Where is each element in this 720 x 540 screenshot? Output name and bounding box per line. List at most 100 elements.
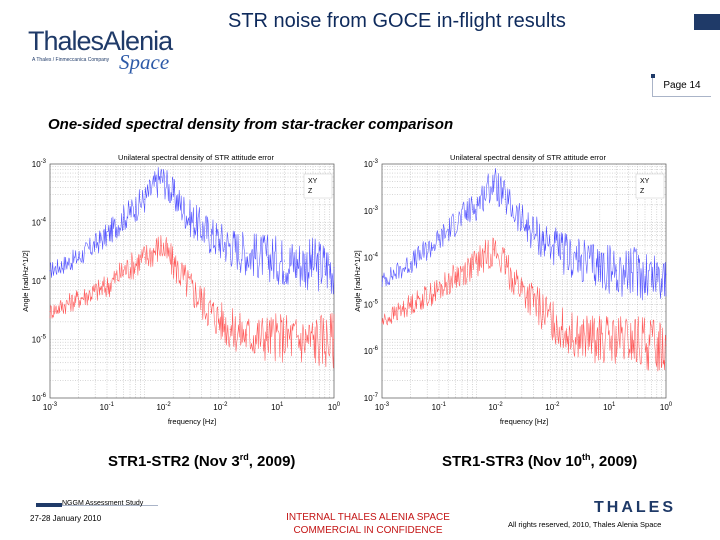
x-axis-label: frequency [Hz] [168,417,216,426]
series-z-point [438,289,440,291]
x-tick-label: 10-1 [432,402,447,412]
x-tick-label: 10-3 [43,402,58,412]
x-tick-label: 10-3 [375,402,390,412]
series-z-trace [381,237,667,372]
caption-right-end: , 2009) [590,453,638,470]
caption-left-text: STR1-STR2 (Nov 3 [108,453,240,470]
series-xy-point [381,280,383,282]
y-tick-label: 10-4 [32,276,47,286]
series-z [49,235,335,369]
y-tick-label: 10-6 [32,393,47,403]
x-tick-label: 10-2 [488,402,503,412]
x-tick-label: 101 [271,402,284,412]
series-xy-point [561,252,563,254]
series-xy [381,168,667,301]
thales-logo: THALES [594,499,676,516]
y-tick-label: 10-4 [364,253,379,263]
series-z-point [246,334,248,336]
series-z-point [636,341,639,343]
y-axis-label: Angle [rad/Hz^1/2] [353,250,362,311]
legend-box [303,173,333,199]
thales-alenia-logo: ThalesAlenia A Thales / Finmeccanica Com… [22,12,197,74]
caption-left-end: , 2009) [248,453,296,470]
confidentiality-notice: INTERNAL THALES ALENIA SPACE COMMERCIAL … [258,511,478,537]
x-tick-label: 10-2 [545,402,560,412]
x-axis-label: frequency [Hz] [500,417,548,426]
caption-left-sup: rd [239,452,249,462]
y-tick-label: 10-3 [364,206,379,216]
series-z-point [172,262,174,264]
series-xy-point [521,221,523,224]
series-z [381,237,667,372]
series-xy-point [160,176,162,178]
series-xy-point [409,262,412,264]
series-xy-point [542,239,544,241]
footer-event-name: NGGM Assessment Study [62,500,144,507]
series-z-point [324,338,326,341]
series-z-point [189,286,191,288]
chart-svg: Unilateral spectral density of STR attit… [21,153,341,426]
slide-subtitle: One-sided spectral density from star-tra… [48,116,454,133]
series-z-point [504,265,506,267]
spectral-density-chart-right: Unilateral spectral density of STR attit… [350,146,690,426]
series-z-point [542,310,544,313]
series-xy-point [636,271,639,274]
footer-divider [36,505,158,506]
series-xy-point [246,252,248,254]
x-tick-label: 100 [328,402,341,412]
series-z-point [476,262,478,264]
series-z-point [521,289,523,291]
series-z-point [615,341,618,343]
caption-right-text: STR1-STR3 (Nov 10 [442,453,583,470]
series-xy-trace [381,168,667,301]
caption-left: STR1-STR2 (Nov 3rd, 2009) [108,452,295,470]
x-tick-label: 10-1 [100,402,115,412]
series-z-point [304,338,307,341]
series-xy-point [656,273,658,275]
series-z-point [381,321,383,323]
footer-event-block: NGGM Assessment Study 27-28 January 2010 [30,500,158,526]
plot-area [381,163,667,399]
series-xy-point [77,257,80,259]
footer-date: 27-28 January 2010 [30,514,102,523]
spectral-density-chart-left: Unilateral spectral density of STR attit… [18,146,358,426]
series-z-point [561,328,563,330]
y-tick-label: 10-3 [32,159,47,169]
series-xy-point [665,273,667,275]
y-axis-label: Angle [rad/Hz^1/2] [21,250,30,311]
grid-lines [50,164,334,398]
series-xy-point [229,245,231,247]
series-xy-point [283,260,286,262]
page-number-marker [651,74,655,78]
series-z-point [599,338,601,341]
series-xy-point [210,234,212,237]
legend-box [635,173,665,199]
legend-entry: XY [640,178,650,185]
series-xy-point [267,257,269,259]
legend-entry: Z [640,188,645,195]
legend-entry: Z [308,188,313,195]
series-xy-point [304,262,307,264]
logo-subtext: A Thales / Finmeccanica Company [32,57,110,63]
chart-title: Unilateral spectral density of STR attit… [118,153,274,162]
series-z-point [409,303,412,305]
series-xy-point [123,217,125,219]
series-z-point [49,310,51,313]
series-xy-point [172,193,174,196]
x-tick-label: 101 [603,402,616,412]
series-z-point [267,336,269,338]
series-z-point [229,328,231,330]
header-accent-bar [694,14,720,30]
footer-accent [36,503,62,507]
copyright-notice: All rights reserved, 2010, Thales Alenia… [508,520,662,529]
series-z-point [210,310,212,313]
y-tick-label: 10-6 [364,346,379,356]
series-xy-point [504,198,506,200]
logo-text: ThalesAlenia [28,26,173,56]
series-xy-point [106,234,108,237]
series-z-trace [49,235,335,369]
series-z-point [106,286,108,288]
y-tick-label: 10-4 [32,218,47,228]
series-z-point [492,248,494,250]
y-tick-label: 10-7 [364,393,379,403]
